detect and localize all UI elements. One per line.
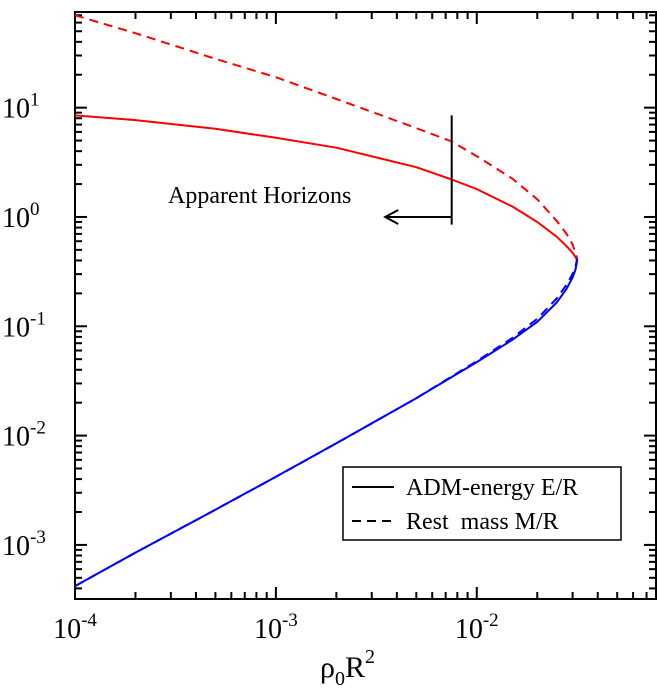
axis-ticks: 10-4 10-3 10-2 10-3 10-2 10-1 100 101: [2, 12, 656, 645]
legend-label-adm-energy: ADM-energy E/R: [406, 475, 578, 501]
y-tick-label: 101: [2, 90, 40, 125]
legend-box: [342, 466, 622, 541]
series-lower-rest-mass: [74, 258, 579, 587]
x-axis-label: ρ0R2: [320, 646, 375, 690]
x-tick-label: 10-2: [455, 610, 499, 645]
apparent-horizons-label: Apparent Horizons: [168, 183, 351, 209]
apparent-horizons-arrow-head: [383, 209, 399, 225]
apparent-horizons-annotation: Apparent Horizons: [168, 115, 453, 225]
y-tick-label: 100: [2, 199, 40, 234]
data-curves: [74, 14, 579, 587]
series-upper-adm-energy: [74, 114, 579, 261]
legend: ADM-energy E/R Rest mass M/R: [342, 466, 622, 541]
x-tick-label: 10-4: [53, 610, 97, 645]
y-tick-label: 10-2: [2, 418, 46, 453]
series-upper-rest-mass: [74, 14, 579, 259]
y-tick-label: 10-3: [2, 527, 46, 562]
plot-frame: [74, 11, 657, 600]
x-tick-label: 10-3: [254, 610, 298, 645]
y-tick-label: 10-1: [2, 308, 46, 343]
legend-label-rest-mass: Rest mass M/R: [406, 509, 559, 535]
